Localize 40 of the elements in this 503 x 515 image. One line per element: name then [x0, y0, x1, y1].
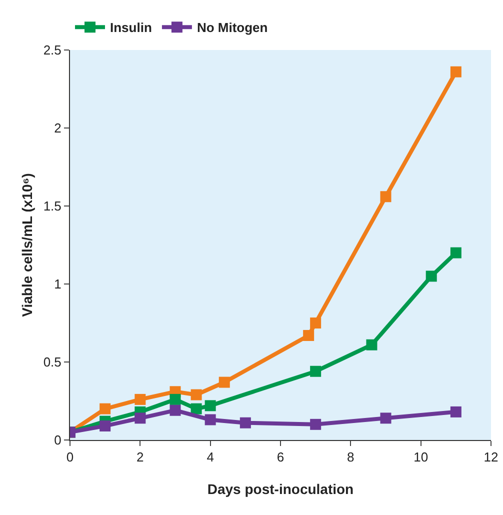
point [204, 400, 216, 412]
y-tick-label: 1 [54, 276, 62, 292]
point [240, 417, 251, 428]
y-tick-label: 0.5 [43, 354, 62, 370]
x-tick-label: 8 [347, 450, 354, 465]
x-tick-label: 6 [276, 450, 284, 465]
point [170, 404, 181, 416]
y-tick-label: 1.5 [43, 198, 62, 214]
y-axis-title: Viable cells/mL (x10⁶) [19, 173, 35, 317]
point [310, 318, 322, 328]
point [380, 191, 392, 202]
point [204, 414, 216, 426]
x-tick-label: 2 [136, 450, 144, 465]
x-tick-label: 10 [414, 450, 428, 465]
x-tick-label: 0 [66, 450, 74, 465]
point [450, 247, 462, 258]
point [303, 330, 314, 341]
y-tick-label: 2.5 [43, 42, 62, 58]
y-tick-label: 0 [54, 432, 62, 448]
x-axis-title: Days post-inoculation [207, 480, 354, 497]
point [100, 420, 111, 432]
x-tick-label: 12 [484, 450, 498, 465]
point [190, 389, 202, 400]
point [426, 270, 437, 282]
point [134, 394, 146, 405]
x-tick-label: 4 [206, 450, 214, 465]
point [100, 403, 111, 414]
point [218, 376, 230, 388]
point [310, 418, 322, 430]
legend-label: No Mitogen [196, 20, 268, 36]
point [310, 366, 322, 377]
legend-label: Insulin [110, 20, 152, 36]
y-tick-label: 2 [54, 120, 62, 136]
point [190, 403, 202, 414]
point [134, 412, 146, 424]
point [450, 406, 462, 418]
point [170, 394, 181, 405]
point [380, 412, 392, 424]
point [366, 339, 378, 350]
point [450, 66, 462, 78]
